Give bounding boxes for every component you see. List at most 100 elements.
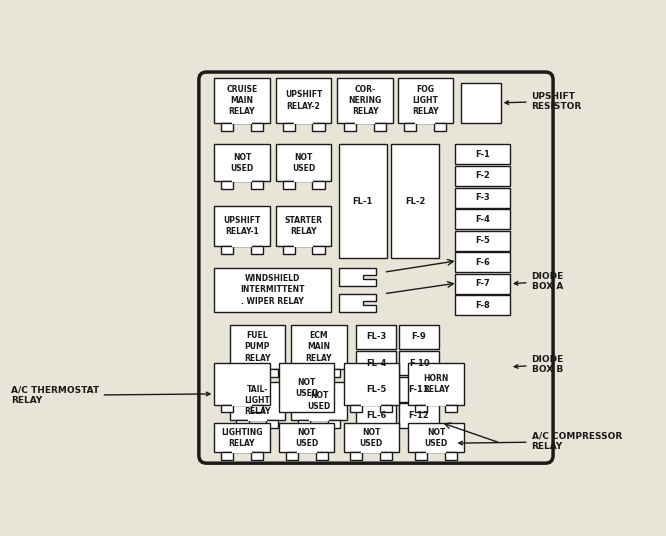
Text: NOT
USED: NOT USED [360,428,383,448]
Text: CRUISE
MAIN
RELAY: CRUISE MAIN RELAY [226,85,258,116]
Bar [312,246,324,254]
Bar [282,123,295,131]
Text: HORN
RELAY: HORN RELAY [423,374,450,394]
Bar [399,351,439,375]
Bar [221,405,233,412]
Text: F-9: F-9 [412,332,426,341]
Bar [454,252,510,272]
Bar [230,325,285,369]
Bar [434,123,446,131]
Bar [454,144,510,165]
Text: F-6: F-6 [475,258,490,267]
Bar [454,230,510,251]
Bar [338,78,393,123]
Bar [454,274,510,294]
Bar [380,452,392,460]
Bar [214,363,270,405]
Bar [344,363,399,405]
Text: NOT
USED: NOT USED [292,153,315,173]
Bar [415,405,427,412]
Bar [276,144,331,181]
Bar [399,325,439,349]
Bar [251,452,263,460]
Text: F-11: F-11 [409,385,430,394]
Bar [404,123,416,131]
Bar [214,206,270,246]
Bar [454,166,510,186]
Text: A/C THERMOSTAT
RELAY: A/C THERMOSTAT RELAY [11,386,210,405]
Bar [445,452,457,460]
Text: COR-
NERING
RELAY: COR- NERING RELAY [348,85,382,116]
Bar [454,295,510,315]
Text: F-12: F-12 [409,411,430,420]
Text: FOG
LIGHT
RELAY: FOG LIGHT RELAY [412,85,438,116]
Bar [282,246,295,254]
Bar [415,452,427,460]
Text: DIODE
BOX B: DIODE BOX B [514,355,563,374]
Bar [454,188,510,207]
Bar [328,420,340,428]
Text: UPSHIFT
RELAY-1: UPSHIFT RELAY-1 [223,216,260,236]
Bar [251,405,263,412]
Bar [276,78,331,123]
Bar [291,325,347,369]
Text: F-2: F-2 [475,172,490,181]
Bar [312,123,324,131]
Polygon shape [339,294,376,312]
FancyBboxPatch shape [199,72,553,463]
Bar [286,452,298,460]
Bar [454,209,510,229]
Bar [399,403,439,428]
Bar [298,420,310,428]
Text: ECM
MAIN
RELAY: ECM MAIN RELAY [306,331,332,362]
Bar [214,423,270,452]
Text: A/C COMPRESSOR
RELAY: A/C COMPRESSOR RELAY [459,432,622,451]
Text: NOT
USED: NOT USED [295,378,318,398]
Bar [445,405,457,412]
Bar [356,325,396,349]
Text: F-1: F-1 [475,150,490,159]
Bar [279,423,334,452]
Text: NOT
USED: NOT USED [308,391,330,411]
Bar [356,403,396,428]
Bar [298,369,310,377]
Bar [291,382,347,420]
Bar [392,144,439,258]
Bar [316,452,328,460]
Bar [214,78,270,123]
Bar [221,452,233,460]
Bar [266,369,278,377]
Text: NOT
USED: NOT USED [424,428,448,448]
Text: F-7: F-7 [475,279,490,288]
Bar [276,206,331,246]
Bar [408,363,464,405]
Bar [230,382,285,420]
Bar [214,267,331,312]
Bar [221,246,233,254]
Polygon shape [339,267,376,286]
Bar [374,123,386,131]
Bar [312,181,324,189]
Text: FL-1: FL-1 [353,197,373,206]
Bar [214,144,270,181]
Bar [380,405,392,412]
Text: FL-3: FL-3 [366,332,386,341]
Bar [339,144,387,258]
Text: TAIL-
LIGHT
RELAY: TAIL- LIGHT RELAY [244,385,270,416]
Bar [399,377,439,401]
Bar [221,181,233,189]
Text: FL-5: FL-5 [366,385,386,394]
Bar [251,246,263,254]
Bar [461,83,501,123]
Bar [356,377,396,401]
Text: STARTER
RELAY: STARTER RELAY [284,216,322,236]
Text: LIGHTING
RELAY: LIGHTING RELAY [221,428,263,448]
Text: F-8: F-8 [475,301,490,310]
Bar [350,405,362,412]
Bar [282,181,295,189]
Bar [350,452,362,460]
Text: F-3: F-3 [475,193,490,202]
Bar [266,420,278,428]
Text: UPSHIFT
RESISTOR: UPSHIFT RESISTOR [505,92,582,111]
Bar [356,351,396,375]
